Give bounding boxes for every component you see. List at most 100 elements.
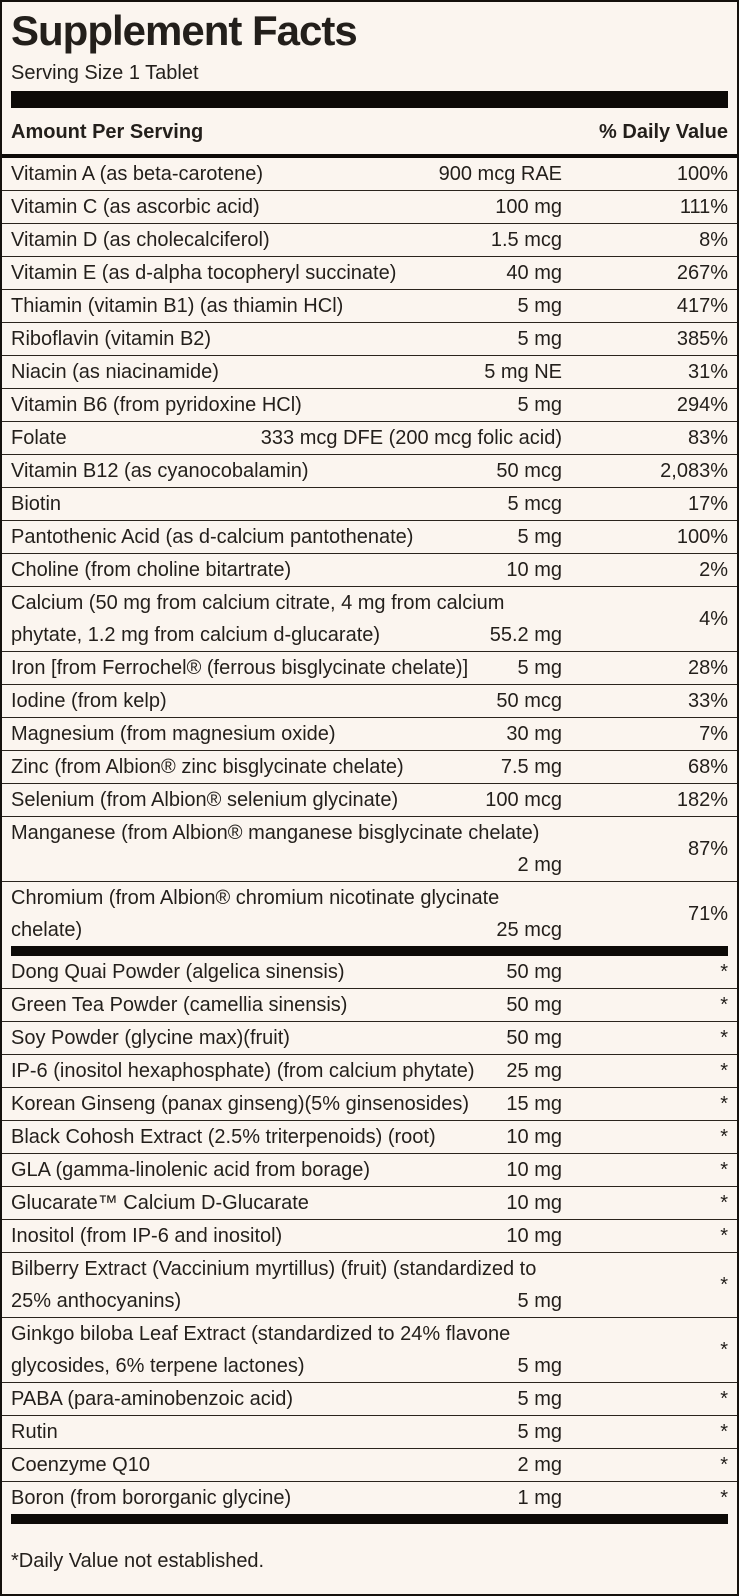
ingredient-daily-value: * — [720, 1158, 728, 1181]
ingredient-row: Green Tea Powder (camellia sinensis) 50 m… — [2, 989, 737, 1022]
ingredient-line: Choline (from choline bitartrate) 10 mg — [11, 554, 562, 586]
ingredient-line: Iron [from Ferrochel® (ferrous bisglycin… — [11, 652, 562, 684]
ingredient-daily-value: 33% — [687, 689, 728, 712]
ingredient-name: glycosides, 6% terpene lactones) — [11, 1354, 305, 1377]
vitamins-minerals-section: Vitamin A (as beta-carotene) 900 mcg RAE … — [2, 158, 737, 946]
ingredient-main: Green Tea Powder (camellia sinensis) 50 m… — [11, 989, 562, 1021]
ingredient-row: Vitamin B12 (as cyanocobalamin) 50 mcg 2,… — [2, 455, 737, 488]
ingredient-main: Vitamin B12 (as cyanocobalamin) 50 mcg — [11, 455, 562, 487]
ingredient-name: Niacin (as niacinamide) — [11, 360, 219, 383]
ingredient-name: chelate) — [11, 918, 83, 941]
ingredient-daily-value: * — [720, 1338, 728, 1361]
ingredient-line: Calcium (50 mg from calcium citrate, 4 m… — [11, 587, 562, 619]
ingredient-amount: 10 mg — [506, 1125, 562, 1148]
ingredient-main: Biotin 5 mcg — [11, 488, 562, 520]
ingredient-line: Black Cohosh Extract (2.5% triterpenoids… — [11, 1121, 562, 1153]
amount-column-header: Amount Per Serving — [11, 121, 204, 143]
ingredient-daily-value: 17% — [687, 492, 728, 515]
ingredient-amount: 10 mg — [506, 1158, 562, 1181]
ingredient-row: Soy Powder (glycine max)(fruit) 50 mg * — [2, 1022, 737, 1055]
ingredient-main: Niacin (as niacinamide) 5 mg NE — [11, 356, 562, 388]
ingredient-main: Chromium (from Albion® chromium nicotina… — [11, 882, 562, 946]
daily-value-column-header: % Daily Value — [599, 121, 728, 143]
ingredient-amount: 50 mcg — [496, 689, 562, 712]
ingredient-amount: 900 mcg RAE — [438, 162, 562, 185]
ingredient-row: Glucarate™ Calcium D-Glucarate 10 mg * — [2, 1187, 737, 1220]
ingredient-line: IP-6 (inositol hexaphosphate) (from calc… — [11, 1055, 562, 1087]
ingredient-daily-value: * — [720, 1191, 728, 1214]
ingredient-row: Niacin (as niacinamide) 5 mg NE 31% — [2, 356, 737, 389]
ingredient-row: Boron (from bororganic glycine) 1 mg * — [2, 1482, 737, 1514]
ingredient-main: Vitamin E (as d-alpha tocopheryl succina… — [11, 257, 562, 289]
ingredient-row: Ginkgo biloba Leaf Extract (standardized… — [2, 1318, 737, 1383]
ingredient-amount: 5 mg — [517, 294, 562, 317]
ingredient-line: Zinc (from Albion® zinc bisglycinate che… — [11, 751, 562, 783]
ingredient-name: Biotin — [11, 492, 62, 515]
ingredient-amount: 10 mg — [506, 558, 562, 581]
ingredient-row: Korean Ginseng (panax ginseng)(5% ginsen… — [2, 1088, 737, 1121]
ingredient-name: Calcium (50 mg from calcium citrate, 4 m… — [11, 591, 505, 614]
ingredient-name: Iodine (from kelp) — [11, 689, 167, 712]
ingredient-daily-value: 417% — [676, 294, 728, 317]
ingredient-daily-value: * — [720, 1026, 728, 1049]
ingredient-amount: 40 mg — [506, 261, 562, 284]
ingredient-name: Korean Ginseng (panax ginseng)(5% ginsen… — [11, 1092, 470, 1115]
ingredient-name: Vitamin C (as ascorbic acid) — [11, 195, 260, 218]
ingredient-line: Chromium (from Albion® chromium nicotina… — [11, 882, 562, 914]
ingredient-name: Green Tea Powder (camellia sinensis) — [11, 993, 348, 1016]
ingredient-name: 25% anthocyanins) — [11, 1289, 182, 1312]
ingredient-daily-value: * — [720, 960, 728, 983]
ingredient-amount: 55.2 mg — [489, 623, 562, 646]
ingredient-name: Choline (from choline bitartrate) — [11, 558, 292, 581]
ingredient-name: Chromium (from Albion® chromium nicotina… — [11, 886, 500, 909]
ingredient-main: Calcium (50 mg from calcium citrate, 4 m… — [11, 587, 562, 651]
ingredient-line: 25% anthocyanins) 5 mg — [11, 1285, 562, 1317]
ingredient-amount: 1 mg — [517, 1486, 562, 1509]
ingredient-main: Bilberry Extract (Vaccinium myrtillus) (… — [11, 1253, 562, 1317]
ingredient-main: Riboflavin (vitamin B2) 5 mg — [11, 323, 562, 355]
ingredient-amount: 10 mg — [506, 1224, 562, 1247]
panel-title: Supplement Facts — [11, 7, 358, 54]
ingredient-daily-value: * — [720, 1453, 728, 1476]
ingredient-line: Thiamin (vitamin B1) (as thiamin HCl) 5 m… — [11, 290, 562, 322]
ingredient-amount: 5 mg — [517, 1420, 562, 1443]
ingredient-daily-value: 100% — [676, 162, 728, 185]
ingredient-daily-value: * — [720, 993, 728, 1016]
ingredient-main: Thiamin (vitamin B1) (as thiamin HCl) 5 m… — [11, 290, 562, 322]
ingredient-name: Soy Powder (glycine max)(fruit) — [11, 1026, 290, 1049]
ingredient-name: Glucarate™ Calcium D-Glucarate — [11, 1191, 309, 1214]
ingredient-daily-value: 2,083% — [660, 459, 728, 482]
ingredient-main: Ginkgo biloba Leaf Extract (standardized… — [11, 1318, 562, 1382]
ingredient-row: Vitamin D (as cholecalciferol) 1.5 mcg 8% — [2, 224, 737, 257]
ingredient-name: Black Cohosh Extract (2.5% triterpenoids… — [11, 1125, 436, 1148]
ingredient-name: Ginkgo biloba Leaf Extract (standardized… — [11, 1322, 511, 1345]
ingredient-line: Dong Quai Powder (algelica sinensis) 50 m… — [11, 956, 562, 988]
ingredient-amount: 7.5 mg — [500, 755, 562, 778]
ingredient-amount: 1.5 mcg — [490, 228, 562, 251]
ingredient-daily-value: * — [720, 1387, 728, 1410]
ingredient-daily-value: 28% — [687, 656, 728, 679]
ingredient-daily-value: 87% — [687, 837, 728, 860]
ingredient-line: GLA (gamma-linolenic acid from borage) 10… — [11, 1154, 562, 1186]
ingredient-amount: 100 mcg — [485, 788, 562, 811]
ingredient-row: Rutin 5 mg * — [2, 1416, 737, 1449]
ingredient-main: Coenzyme Q10 2 mg — [11, 1449, 562, 1481]
ingredient-line: Bilberry Extract (Vaccinium myrtillus) (… — [11, 1253, 562, 1285]
ingredient-daily-value: 4% — [699, 607, 728, 630]
ingredient-name: Folate — [11, 426, 67, 449]
ingredient-daily-value: 100% — [676, 525, 728, 548]
ingredient-main: Inositol (from IP-6 and inositol) 10 mg — [11, 1220, 562, 1252]
ingredient-daily-value: 31% — [687, 360, 728, 383]
ingredient-line: Manganese (from Albion® manganese bisgly… — [11, 817, 562, 849]
serving-size: Serving Size 1 Tablet — [11, 62, 199, 84]
ingredient-row: Chromium (from Albion® chromium nicotina… — [2, 882, 737, 946]
ingredient-name: Zinc (from Albion® zinc bisglycinate che… — [11, 755, 404, 778]
ingredient-row: Coenzyme Q10 2 mg * — [2, 1449, 737, 1482]
ingredient-line: 2 mg — [11, 849, 562, 881]
ingredient-main: Selenium (from Albion® selenium glycinat… — [11, 784, 562, 816]
ingredient-amount: 50 mcg — [496, 459, 562, 482]
ingredient-main: PABA (para-aminobenzoic acid) 5 mg — [11, 1383, 562, 1415]
ingredient-daily-value: 294% — [676, 393, 728, 416]
ingredient-main: Vitamin D (as cholecalciferol) 1.5 mcg — [11, 224, 562, 256]
ingredient-daily-value: 83% — [687, 426, 728, 449]
